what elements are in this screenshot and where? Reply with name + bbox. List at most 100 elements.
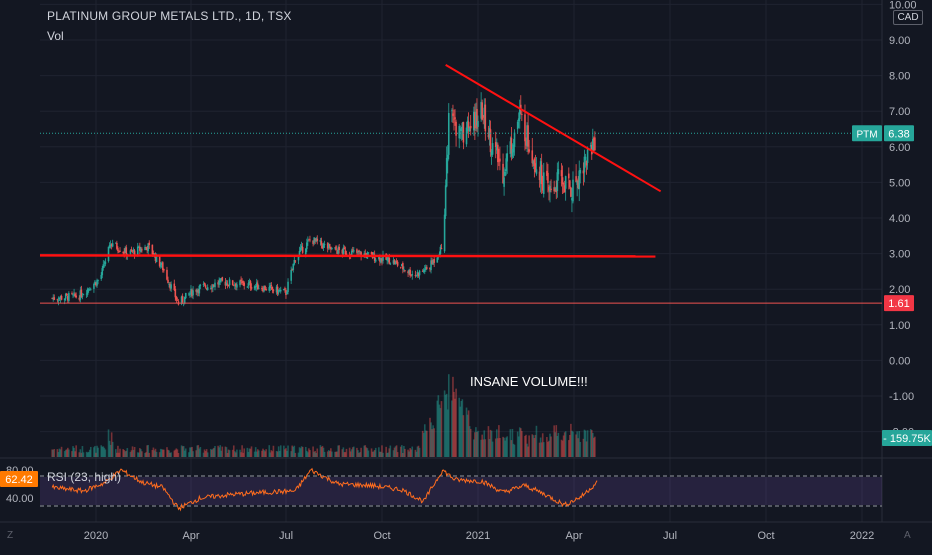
volume-bar: [351, 447, 354, 457]
volume-bar: [219, 445, 222, 457]
candle-body: [214, 282, 216, 288]
candle-body: [110, 244, 113, 247]
volume-bar: [87, 451, 90, 457]
candle-body: [125, 247, 128, 256]
volume-bar: [483, 430, 486, 457]
volume-bar: [541, 433, 544, 457]
candle-body: [393, 260, 396, 265]
volume-bar: [119, 448, 121, 457]
candle-body: [321, 245, 324, 249]
volume-bar: [582, 438, 585, 457]
candle-body: [312, 240, 314, 244]
candle-body: [378, 256, 380, 260]
candle-body: [166, 269, 168, 280]
candle-body: [148, 242, 151, 246]
volume-bar: [286, 450, 288, 457]
volume-bar: [455, 388, 457, 457]
volume-bar: [313, 451, 315, 457]
candle-body: [239, 280, 241, 286]
candle-body: [146, 247, 148, 251]
volume-bar: [475, 427, 477, 457]
candle-body: [122, 252, 124, 253]
candle-body: [453, 118, 455, 120]
candle-body: [283, 289, 285, 291]
candle-body: [132, 249, 135, 252]
volume-bar: [94, 445, 96, 457]
candle-body: [458, 126, 461, 139]
candle-body: [131, 250, 134, 252]
candle-body: [136, 246, 139, 256]
volume-bar: [145, 452, 147, 457]
candle-body: [263, 286, 265, 292]
candle-body: [258, 288, 260, 290]
rsi-legend[interactable]: RSI (23, high): [47, 470, 122, 484]
volume-bar: [220, 450, 223, 457]
candle-body: [322, 243, 325, 248]
time-tick-label: Jul: [663, 530, 677, 542]
price-tick-label: 10.00: [889, 0, 917, 11]
volume-bar: [422, 432, 425, 457]
volume-bar: [246, 447, 249, 457]
volume-bar: [535, 425, 538, 457]
volume-bar: [213, 447, 215, 457]
candle-body: [373, 254, 376, 261]
volume-bar: [258, 450, 260, 457]
volume-bar: [132, 449, 135, 457]
volume-legend[interactable]: Vol: [47, 29, 64, 43]
candle-body: [167, 279, 169, 284]
rsi-value: 62.42: [5, 474, 33, 486]
volume-bar: [549, 433, 551, 457]
candle-body: [342, 247, 345, 254]
chart-title[interactable]: PLATINUM GROUP METALS LTD., 1D, TSX: [47, 9, 292, 23]
volume-bar: [188, 452, 190, 457]
candle-body: [147, 243, 149, 252]
currency-label[interactable]: CAD: [893, 10, 923, 25]
candle-body: [313, 237, 315, 244]
volume-bar: [189, 447, 191, 457]
candle-body: [531, 150, 534, 164]
candle-body: [475, 111, 477, 126]
volume-bar: [183, 450, 186, 457]
timezone-icon[interactable]: Z: [7, 530, 14, 541]
volume-bar: [335, 451, 337, 457]
candle-body: [399, 266, 402, 268]
candle-body: [516, 121, 519, 130]
volume-bar: [465, 407, 468, 457]
candle-body: [231, 280, 234, 285]
candle-body: [433, 258, 435, 263]
ticker-tag: [852, 125, 882, 142]
candle-body: [414, 274, 417, 276]
candle-body: [235, 283, 237, 287]
candle-body: [86, 288, 89, 295]
volume-bar: [556, 435, 559, 457]
volume-bar: [370, 448, 373, 457]
candle-body: [538, 171, 541, 181]
candle-body: [401, 264, 403, 267]
candle-body: [535, 169, 538, 174]
volume-bar: [108, 440, 111, 457]
volume-bar: [524, 435, 526, 457]
volume-bar: [585, 441, 588, 457]
volume-bar: [429, 417, 431, 457]
volume-bar: [327, 450, 330, 457]
candle-body: [205, 288, 208, 290]
volume-bar: [497, 438, 499, 457]
candle-body: [130, 249, 133, 251]
candle-body: [210, 287, 212, 289]
candle-body: [563, 185, 566, 193]
auto-scale-icon[interactable]: A: [904, 530, 911, 541]
candle-body: [58, 298, 61, 300]
volume-bar: [285, 448, 287, 457]
candle-body: [429, 267, 431, 270]
volume-bar: [403, 445, 405, 457]
volume-bar: [263, 450, 265, 457]
candle-body: [213, 284, 215, 287]
volume-tag: [882, 430, 932, 446]
candle-body: [557, 169, 560, 175]
volume-bar: [78, 452, 81, 457]
volume-bar: [414, 449, 417, 457]
candle-body: [158, 255, 161, 267]
volume-bar: [577, 438, 579, 457]
